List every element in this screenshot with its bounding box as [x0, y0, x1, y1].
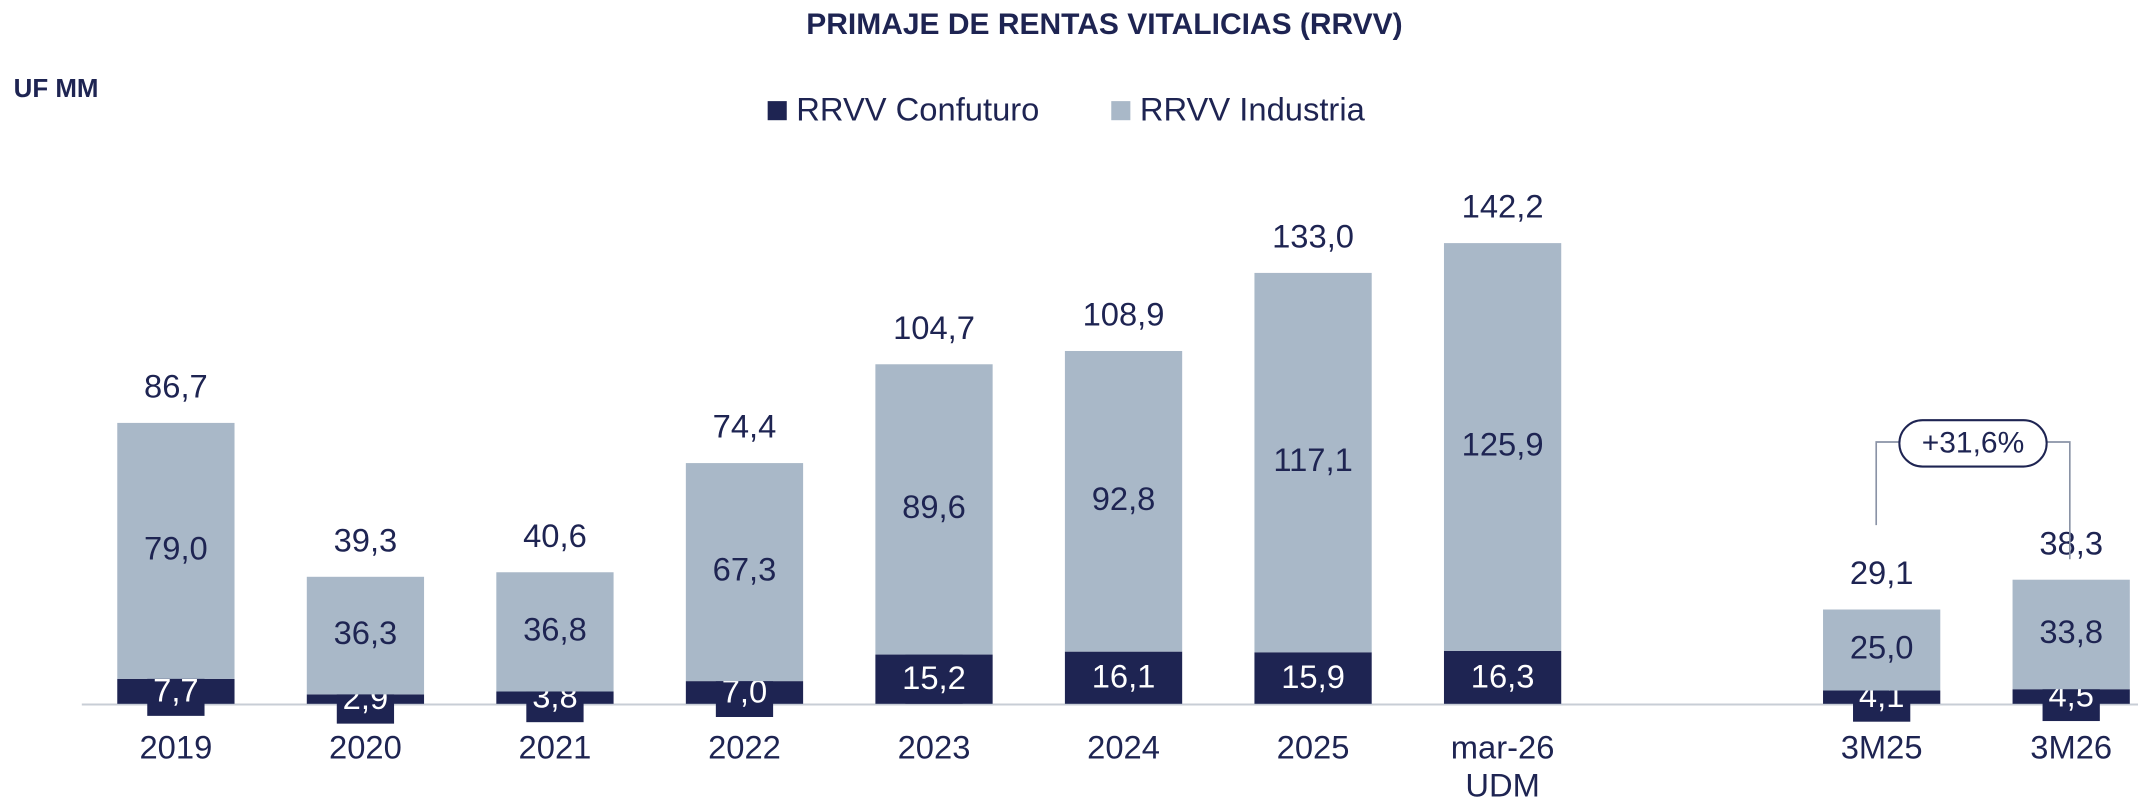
total-label: 108,9 — [1083, 296, 1165, 333]
bar-segment — [2012, 579, 2130, 690]
x-tick-label: 3M25 — [1840, 729, 1923, 767]
x-tick-label-text: 3M25 — [1840, 729, 1923, 767]
total-label: 133,0 — [1272, 217, 1354, 254]
bar-segment — [496, 572, 614, 692]
x-tick-label-text: 2022 — [708, 729, 781, 767]
unit-label: UF MM — [14, 75, 99, 103]
bar-segment — [1823, 609, 1941, 691]
annotation: +31,6% — [1922, 427, 2025, 460]
x-tick-label: 2021 — [518, 729, 592, 767]
x-tick-label: 2020 — [329, 729, 402, 767]
label-box — [905, 654, 963, 704]
legend-label: RRVV Industria — [1140, 91, 1366, 128]
value-label: 36,8 — [523, 611, 587, 648]
bar-segment — [1064, 350, 1183, 652]
annotation-pill — [1898, 419, 2048, 468]
total-label: 74,4 — [713, 408, 777, 445]
x-tick-label-text: 2025 — [1276, 729, 1350, 767]
value-label: 67,3 — [713, 551, 777, 588]
bar-segment — [306, 576, 425, 695]
x-tick-label-text: 3M26 — [2030, 729, 2113, 767]
legend-swatch — [1111, 101, 1131, 121]
annotation-bracket — [1875, 441, 2071, 560]
total-label: 86,7 — [144, 367, 208, 404]
x-tick-label-text: mar-26 UDM — [1450, 729, 1555, 805]
bar-segment — [117, 422, 235, 679]
value-label: 117,1 — [1273, 441, 1352, 478]
x-tick-label-text: 2020 — [329, 729, 402, 767]
total-label: 40,6 — [523, 517, 587, 554]
label-box — [1284, 653, 1342, 703]
value-label: 36,3 — [334, 614, 398, 651]
value-label: 33,8 — [2039, 613, 2103, 650]
value-label: 15,9 — [1281, 658, 1345, 695]
legend-swatch — [767, 101, 787, 121]
value-label: 92,8 — [1092, 480, 1156, 517]
x-tick-label-text: 2023 — [897, 729, 971, 767]
value-label: 79,0 — [144, 530, 208, 567]
total-label: 29,1 — [1850, 554, 1914, 591]
chart-title: PRIMAJE DE RENTAS VITALICIAS (RRVV) — [806, 8, 1402, 41]
x-tick-label: 2025 — [1276, 729, 1350, 767]
total-label: 38,3 — [2039, 524, 2103, 561]
x-tick-label: 2019 — [139, 729, 213, 767]
label-box — [1094, 653, 1153, 703]
total-label: 39,3 — [334, 521, 398, 558]
x-tick-label: 2023 — [897, 729, 971, 767]
x-tick-label-text: 2021 — [518, 729, 592, 767]
x-tick-label: mar-26 UDM — [1450, 729, 1555, 805]
value-label: 16,3 — [1471, 657, 1535, 694]
x-tick-label: 2022 — [708, 729, 781, 767]
x-tick-label: 3M26 — [2030, 729, 2113, 767]
x-tick-label: 2024 — [1087, 729, 1160, 767]
total-label: 104,7 — [893, 309, 975, 346]
x-tick-label-text: 2019 — [139, 729, 213, 767]
value-label: 25,0 — [1850, 629, 1914, 666]
value-label: 15,2 — [902, 659, 966, 696]
bar-segment — [1443, 243, 1562, 651]
x-tick-label-text: 2024 — [1087, 729, 1160, 767]
bar-segment — [875, 364, 993, 655]
total-label: 142,2 — [1462, 188, 1544, 225]
value-label: 16,1 — [1092, 658, 1156, 695]
label-box — [1473, 652, 1532, 702]
bar-segment — [685, 463, 804, 682]
value-label: 89,6 — [902, 488, 966, 525]
bar-segment — [1254, 272, 1372, 653]
value-label: 125,9 — [1462, 426, 1544, 463]
legend-label: RRVV Confuturo — [796, 91, 1039, 128]
